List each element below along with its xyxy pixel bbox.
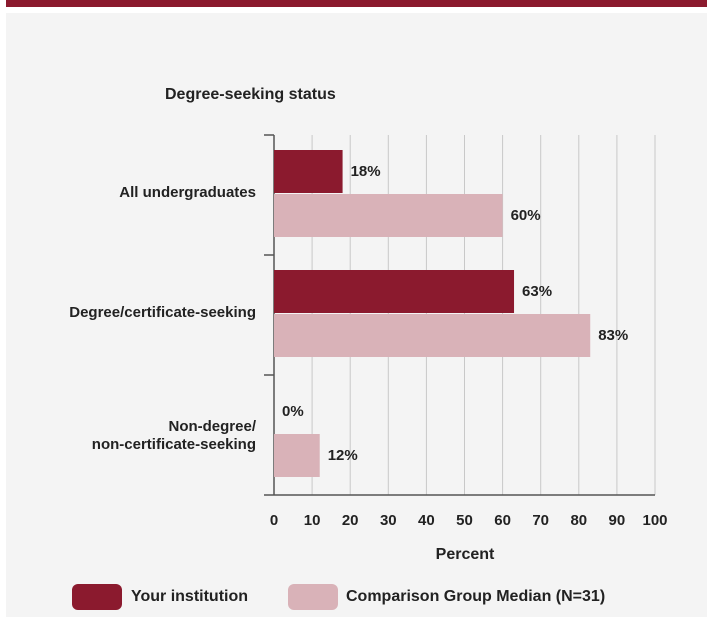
top-bar: [6, 0, 707, 7]
x-tick-label: 50: [456, 512, 473, 529]
value-label: 60%: [511, 207, 541, 224]
bar: [274, 434, 320, 477]
bar: [274, 150, 343, 193]
value-label: 63%: [522, 283, 552, 300]
bar: [274, 270, 515, 313]
x-tick-label: 80: [570, 512, 587, 529]
legend-swatch: [72, 584, 122, 610]
value-label: 12%: [328, 447, 358, 464]
x-tick-label: 30: [380, 512, 397, 529]
legend-swatch: [288, 584, 338, 610]
x-tick-label: 20: [342, 512, 359, 529]
bar: [274, 314, 591, 357]
x-tick-label: 100: [642, 512, 667, 529]
x-tick-label: 70: [532, 512, 549, 529]
x-tick-label: 90: [609, 512, 626, 529]
bar: [274, 194, 503, 237]
x-tick-label: 40: [418, 512, 435, 529]
y-tick-label: Non-degree/non-certificate-seeking: [92, 418, 257, 453]
x-tick-label: 60: [494, 512, 511, 529]
legend-label: Your institution: [131, 588, 248, 605]
x-tick-label: 10: [304, 512, 321, 529]
x-axis-label: Percent: [436, 546, 495, 563]
value-label: 0%: [282, 403, 304, 420]
value-label: 18%: [351, 163, 381, 180]
x-tick-label: 0: [270, 512, 278, 529]
y-tick-label: All undergraduates: [119, 184, 256, 201]
chart-title: Degree-seeking status: [165, 86, 336, 103]
legend-label: Comparison Group Median (N=31): [346, 588, 605, 605]
y-tick-label: Degree/certificate-seeking: [69, 304, 256, 321]
value-label: 83%: [598, 327, 628, 344]
